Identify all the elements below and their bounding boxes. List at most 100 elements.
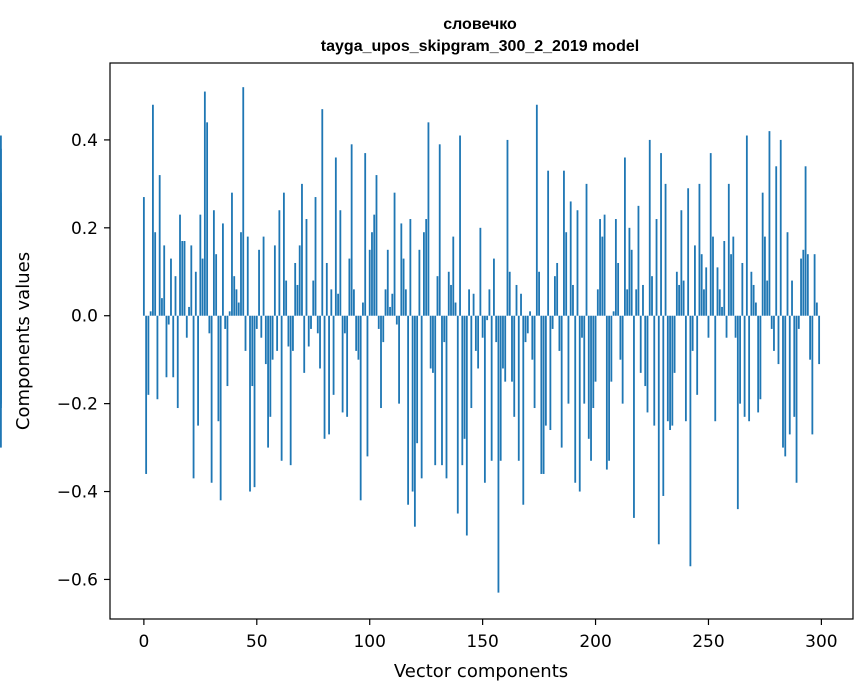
- bar-136: [450, 284, 452, 316]
- bar-119: [411, 315, 414, 492]
- bar-166: [517, 315, 520, 461]
- y-axis-ticks: −0.6 −0.4 −0.2 0.0 0.2 0.4: [57, 131, 110, 590]
- bar-294: [806, 254, 809, 316]
- bar-106: [382, 315, 385, 343]
- bar-248: [703, 289, 705, 316]
- bar-14: [174, 276, 177, 316]
- bar-109: [389, 306, 391, 316]
- chart-subtitle: tayga_upos_skipgram_300_2_2019 model: [321, 38, 639, 55]
- bar-113: [398, 315, 400, 404]
- bar-218: [635, 289, 638, 316]
- bar-56: [269, 315, 272, 417]
- bar-140: [459, 135, 461, 316]
- bar-85: [334, 157, 337, 316]
- bar-123: [420, 315, 423, 479]
- bar-211: [619, 315, 622, 360]
- bar-296: [811, 315, 814, 435]
- bar-299: [818, 315, 821, 365]
- bar-227: [655, 219, 658, 316]
- x-axis-label: Vector components: [394, 661, 568, 682]
- y-tick-label: 0.4: [71, 131, 98, 151]
- bar-50: [255, 315, 258, 329]
- bar-285: [786, 232, 789, 316]
- bar-165: [515, 284, 518, 316]
- bar-292: [802, 249, 805, 316]
- x-tick-label: 300: [805, 632, 837, 652]
- bar-30: [210, 315, 213, 483]
- bar-97: [362, 302, 364, 316]
- bar-182: [553, 276, 556, 316]
- bar-41: [235, 289, 238, 316]
- bar-277: [768, 131, 771, 316]
- bar-221: [642, 284, 644, 316]
- bar-274: [761, 192, 764, 316]
- bar-263: [736, 315, 739, 510]
- bar-125: [425, 219, 428, 316]
- bar-192: [576, 210, 579, 316]
- bar-179: [547, 170, 550, 316]
- bar-87: [339, 210, 342, 316]
- bar-279: [773, 315, 775, 351]
- bar-247: [700, 254, 703, 316]
- bar-226: [653, 315, 656, 426]
- bar-96: [359, 315, 362, 501]
- bar-108: [386, 249, 389, 316]
- bar-233: [669, 315, 671, 431]
- bar-162: [508, 271, 511, 316]
- bar-129: [434, 315, 437, 466]
- bar-52: [260, 315, 263, 338]
- bar-154: [490, 315, 493, 461]
- bar-250: [707, 315, 710, 338]
- bar-15: [176, 315, 179, 409]
- bar-181: [551, 315, 554, 329]
- bar-148: [477, 315, 480, 369]
- bar-197: [587, 315, 590, 439]
- bar-198: [590, 315, 592, 461]
- bar-287: [791, 280, 793, 316]
- bar-68: [296, 284, 299, 316]
- bar-120: [413, 315, 416, 527]
- bar-112: [395, 315, 398, 325]
- bar-122: [418, 249, 421, 316]
- bar-224: [648, 139, 651, 316]
- bar-17: [181, 241, 184, 316]
- bar-104: [377, 315, 380, 329]
- bar-252: [712, 236, 714, 316]
- bar-86: [337, 293, 339, 316]
- bar-4: [152, 104, 154, 316]
- bar-173: [533, 315, 536, 409]
- bar-54: [264, 315, 267, 365]
- bar-196: [585, 183, 588, 316]
- bar-258: [725, 315, 728, 338]
- bar-286: [788, 315, 791, 435]
- bar-223: [646, 315, 649, 413]
- bar-1: [145, 315, 148, 474]
- bar-132: [441, 315, 443, 466]
- bar-90: [346, 315, 349, 417]
- bar-164: [513, 315, 516, 417]
- bar-10: [165, 315, 168, 378]
- bar-22: [192, 315, 195, 479]
- bar-34: [219, 315, 222, 501]
- bar-25: [199, 214, 202, 316]
- bar-16: [179, 214, 181, 316]
- bar-114: [400, 223, 403, 316]
- x-tick-label: 150: [466, 632, 498, 652]
- bar-178: [544, 315, 547, 426]
- bar-257: [723, 241, 726, 316]
- bar-275: [764, 236, 766, 316]
- bar-190: [572, 284, 574, 316]
- x-tick-label: 50: [246, 632, 268, 652]
- bar-199: [592, 315, 595, 409]
- bar-281: [777, 315, 780, 365]
- bar-251: [709, 153, 712, 316]
- bar-235: [673, 315, 676, 373]
- bar-149: [479, 227, 482, 316]
- bar-150: [481, 315, 484, 338]
- bar-98: [364, 153, 367, 316]
- bar-7: [158, 175, 161, 316]
- bar-270: [752, 284, 755, 316]
- bar-255: [718, 289, 721, 316]
- bar-161: [506, 139, 509, 316]
- bar-262: [734, 315, 737, 338]
